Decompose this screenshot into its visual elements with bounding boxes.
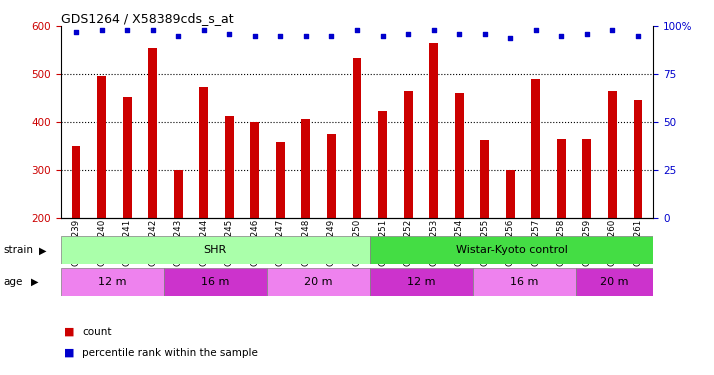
Point [223, 31, 235, 37]
Point [249, 33, 261, 39]
Bar [327, 134, 336, 218]
Bar [583, 139, 591, 218]
Point [479, 31, 491, 37]
Bar [97, 76, 106, 218]
Bar [506, 170, 515, 217]
Bar [251, 122, 259, 218]
Text: age: age [4, 277, 23, 287]
Text: count: count [82, 327, 111, 337]
Bar [199, 87, 208, 218]
Point [198, 27, 209, 33]
Text: 20 m: 20 m [600, 277, 629, 287]
Bar [531, 79, 540, 218]
Bar [473, 268, 576, 296]
Bar [481, 140, 489, 218]
Bar [123, 97, 131, 218]
Bar [267, 268, 370, 296]
Bar [71, 146, 81, 218]
Point [377, 33, 388, 39]
Text: SHR: SHR [203, 245, 227, 255]
Text: strain: strain [4, 245, 34, 255]
Bar [149, 48, 157, 217]
Point [581, 31, 593, 37]
Point [428, 27, 439, 33]
Point [453, 31, 465, 37]
Point [326, 33, 337, 39]
Text: Wistar-Kyoto control: Wistar-Kyoto control [456, 245, 568, 255]
Point [505, 35, 516, 41]
Point [275, 33, 286, 39]
Text: ■: ■ [64, 348, 75, 357]
Point [147, 27, 159, 33]
Text: percentile rank within the sample: percentile rank within the sample [82, 348, 258, 357]
Bar [301, 120, 311, 218]
Point [173, 33, 184, 39]
Bar [633, 100, 643, 218]
Point [633, 33, 644, 39]
Point [607, 27, 618, 33]
Bar [174, 170, 183, 217]
Point [300, 33, 311, 39]
Point [403, 31, 414, 37]
Point [96, 27, 107, 33]
Point [530, 27, 541, 33]
Bar [557, 139, 565, 218]
Bar [455, 93, 463, 218]
Bar [353, 58, 361, 217]
Text: 20 m: 20 m [304, 277, 333, 287]
Bar [61, 268, 164, 296]
Bar [276, 142, 285, 218]
Bar [576, 268, 653, 296]
Text: ▶: ▶ [31, 277, 39, 287]
Bar [403, 91, 413, 218]
Bar [164, 268, 267, 296]
Bar [429, 43, 438, 218]
Text: ▶: ▶ [39, 245, 46, 255]
Text: 12 m: 12 m [407, 277, 436, 287]
Bar [225, 116, 233, 218]
Point [351, 27, 363, 33]
Point [70, 29, 81, 35]
Bar [61, 236, 370, 264]
Point [121, 27, 133, 33]
Point [555, 33, 567, 39]
Text: GDS1264 / X58389cds_s_at: GDS1264 / X58389cds_s_at [61, 12, 233, 25]
Bar [370, 236, 653, 264]
Bar [608, 91, 617, 218]
Text: 12 m: 12 m [98, 277, 126, 287]
Bar [378, 111, 387, 218]
Text: ■: ■ [64, 327, 75, 337]
Bar [370, 268, 473, 296]
Text: 16 m: 16 m [201, 277, 229, 287]
Text: 16 m: 16 m [511, 277, 538, 287]
